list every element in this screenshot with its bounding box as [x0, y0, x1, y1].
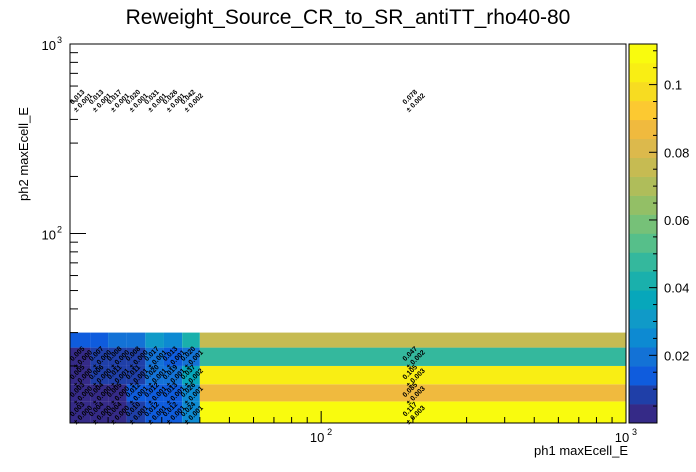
colorbar-swatch	[629, 328, 657, 348]
heatmap-cell	[70, 347, 91, 366]
heatmap-cell	[90, 401, 109, 423]
heatmap-cell	[163, 365, 183, 385]
colorbar-tick-label: 0.08	[664, 145, 689, 160]
heatmap-cell	[70, 365, 91, 385]
x-tick-label-exponent: 3	[632, 427, 637, 437]
colorbar-swatch	[629, 195, 657, 215]
colorbar-frame	[628, 43, 658, 424]
colorbar-swatch	[629, 62, 657, 83]
x-tick-label: 10	[615, 430, 629, 445]
heatmap-cell	[70, 401, 91, 423]
colorbar-swatch	[629, 119, 657, 140]
heatmap-cell	[199, 365, 626, 385]
colorbar-swatch	[629, 100, 657, 121]
colorbar-swatch	[629, 214, 657, 234]
heatmap-cell	[108, 347, 127, 366]
heatmap-cell	[182, 347, 200, 366]
heatmap-cell	[199, 401, 626, 423]
y-tick-label: 10	[42, 228, 56, 243]
heatmap-cell	[199, 384, 626, 402]
heatmap-cell	[182, 365, 200, 385]
colorbar-swatch	[629, 81, 657, 102]
colorbar-swatch	[629, 233, 657, 253]
heatmap-cell	[163, 401, 183, 423]
y-axis-label: ph2 maxEcell_E	[16, 107, 31, 201]
heatmap-cell	[126, 401, 146, 423]
heatmap-cell	[199, 347, 626, 366]
heatmap-cell	[90, 365, 109, 385]
heatmap-cell	[145, 332, 164, 348]
heatmap-cell	[126, 347, 146, 366]
heatmap-cell	[108, 401, 127, 423]
heatmap-cell	[70, 384, 91, 402]
heatmap-cell	[108, 332, 127, 348]
x-axis-label: ph1 maxEcell_E	[534, 443, 628, 458]
heatmap-cell	[182, 332, 200, 348]
y-tick-label-exponent: 2	[57, 225, 62, 235]
colorbar-tick-label: 0.02	[664, 348, 689, 363]
colorbar-swatch	[629, 176, 657, 196]
heatmap-cell	[145, 347, 164, 366]
heatmap-cell	[126, 332, 146, 348]
chart-title: Reweight_Source_CR_to_SR_antiTT_rho40-80	[126, 6, 571, 29]
colorbar-swatch	[629, 157, 657, 177]
heatmap-cell	[145, 365, 164, 385]
y-tick-label: 10	[42, 38, 56, 53]
heatmap-cell	[126, 365, 146, 385]
heatmap-cell	[145, 384, 164, 402]
y-tick-label-exponent: 3	[57, 35, 62, 45]
colorbar-swatch	[629, 347, 657, 367]
heatmap-cell	[90, 347, 109, 366]
colorbar-tick-label: 0.04	[664, 281, 689, 296]
colorbar-swatch	[629, 138, 657, 158]
x-tick-label: 10	[310, 430, 324, 445]
heatmap-cell	[163, 384, 183, 402]
heatmap-cell	[145, 401, 164, 423]
heatmap-cell	[90, 332, 109, 348]
colorbar-swatch	[629, 252, 657, 272]
heatmap-cell	[90, 384, 109, 402]
colorbar-swatch	[629, 44, 657, 64]
heatmap-cell	[163, 332, 183, 348]
heatmap-cell	[70, 332, 91, 348]
heatmap-cell	[108, 384, 127, 402]
colorbar-tick-label: 0.1	[664, 78, 682, 93]
colorbar-tick-label: 0.06	[664, 213, 689, 228]
heatmap-cell	[199, 332, 626, 348]
colorbar-swatch	[629, 271, 657, 291]
heatmap-cell	[182, 401, 200, 423]
heatmap-cell	[163, 347, 183, 366]
colorbar: 0.02 0.04 0.06 0.08 0.1	[628, 43, 689, 424]
x-tick-label-exponent: 2	[327, 427, 332, 437]
x-axis: 10 2 10 3	[107, 411, 637, 445]
colorbar-swatch	[629, 366, 657, 386]
heatmap-cell	[126, 384, 146, 402]
colorbar-swatch	[629, 385, 657, 405]
colorbar-swatch	[629, 404, 657, 424]
heatmap-cell	[108, 365, 127, 385]
colorbar-swatch	[629, 309, 657, 329]
colorbar-swatch	[629, 290, 657, 310]
heatmap-cell	[182, 384, 200, 402]
